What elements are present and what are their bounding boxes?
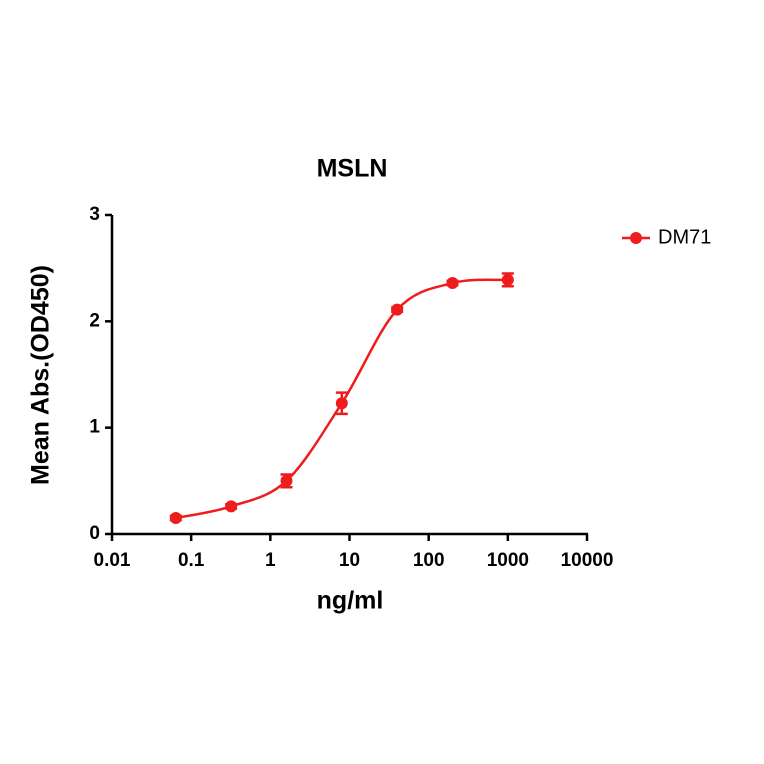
x-tick-label: 10000 (561, 550, 614, 571)
x-tick-label: 1 (265, 550, 276, 571)
x-tick-label: 0.1 (178, 550, 205, 571)
x-tick-label: 100 (413, 550, 445, 571)
x-tick-label: 0.01 (94, 550, 131, 571)
x-tick-label: 10 (339, 550, 360, 571)
x-axis-label: ng/ml (317, 587, 384, 615)
y-tick-label: 1 (89, 417, 100, 438)
data-point (335, 397, 348, 410)
legend-label: DM71 (658, 226, 711, 248)
x-tick-label: 1000 (487, 550, 529, 571)
data-point (169, 512, 182, 525)
data-point (446, 277, 459, 290)
legend-marker (630, 232, 642, 244)
y-axis-label: Mean Abs.(OD450) (27, 265, 55, 485)
data-point (391, 303, 404, 316)
y-tick-label: 2 (89, 310, 100, 331)
data-point (501, 273, 514, 286)
y-tick-label: 3 (89, 204, 100, 225)
y-tick-label: 0 (89, 523, 100, 544)
chart-title: MSLN (317, 155, 388, 183)
data-point (280, 474, 293, 487)
data-point (225, 500, 238, 513)
